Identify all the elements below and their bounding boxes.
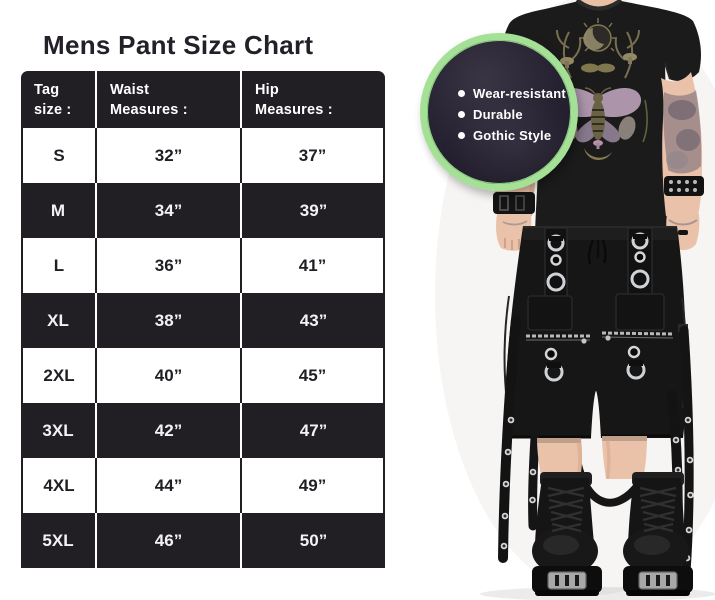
- feature-label: Durable: [473, 106, 523, 122]
- hip-cell: 45”: [242, 348, 385, 403]
- waist-cell: 38”: [97, 293, 242, 348]
- waist-cell: 34”: [97, 183, 242, 238]
- feature-badge: Wear-resistant Durable Gothic Style: [420, 33, 578, 191]
- tag-size-cell: L: [21, 238, 97, 293]
- tag-size-cell: XL: [21, 293, 97, 348]
- column-header-hip: Hip Measures :: [242, 71, 385, 128]
- waist-cell: 32”: [97, 128, 242, 183]
- finger-ring: [678, 230, 688, 235]
- hip-cell: 47”: [242, 403, 385, 458]
- waist-cell: 36”: [97, 238, 242, 293]
- tag-size-cell: 2XL: [21, 348, 97, 403]
- feature-label: Gothic Style: [473, 127, 552, 143]
- bullet-icon: [458, 110, 465, 118]
- hip-cell: 39”: [242, 183, 385, 238]
- feature-item: Wear-resistant: [458, 86, 571, 101]
- d-ring-hardware: [544, 232, 650, 382]
- hip-cell: 41”: [242, 238, 385, 293]
- tag-size-cell: 4XL: [21, 458, 97, 513]
- legs: [537, 436, 647, 480]
- feature-item: Durable: [458, 107, 571, 122]
- right-boot-graphic: [623, 472, 693, 596]
- left-boot-graphic: [532, 472, 602, 596]
- shorts-graphic: [503, 226, 688, 439]
- right-arm: [661, 72, 704, 251]
- zipper-left: [526, 334, 590, 344]
- hip-cell: 43”: [242, 293, 385, 348]
- bullet-icon: [458, 89, 465, 97]
- zipper-right: [601, 331, 674, 341]
- hip-cell: 37”: [242, 128, 385, 183]
- size-table: Tag size : Waist Measures : Hip Measures…: [21, 71, 385, 568]
- hip-cell: 50”: [242, 513, 385, 568]
- bullet-icon: [458, 131, 465, 139]
- studded-bracelet: [664, 176, 704, 196]
- feature-item: Gothic Style: [458, 128, 571, 143]
- tag-size-cell: S: [21, 128, 97, 183]
- feature-label: Wear-resistant: [473, 85, 566, 101]
- tag-size-cell: 5XL: [21, 513, 97, 568]
- grommets: [544, 251, 646, 361]
- tag-size-cell: M: [21, 183, 97, 238]
- waist-cell: 46”: [97, 513, 242, 568]
- left-boot-laces: [547, 486, 585, 533]
- column-header-waist: Waist Measures :: [97, 71, 242, 128]
- right-boot-laces: [639, 486, 677, 533]
- waist-cell: 40”: [97, 348, 242, 403]
- waist-cell: 44”: [97, 458, 242, 513]
- column-header-tag-size: Tag size :: [21, 71, 97, 128]
- page-title: Mens Pant Size Chart: [43, 30, 314, 60]
- hip-cell: 49”: [242, 458, 385, 513]
- tag-size-cell: 3XL: [21, 403, 97, 458]
- waist-cell: 42”: [97, 403, 242, 458]
